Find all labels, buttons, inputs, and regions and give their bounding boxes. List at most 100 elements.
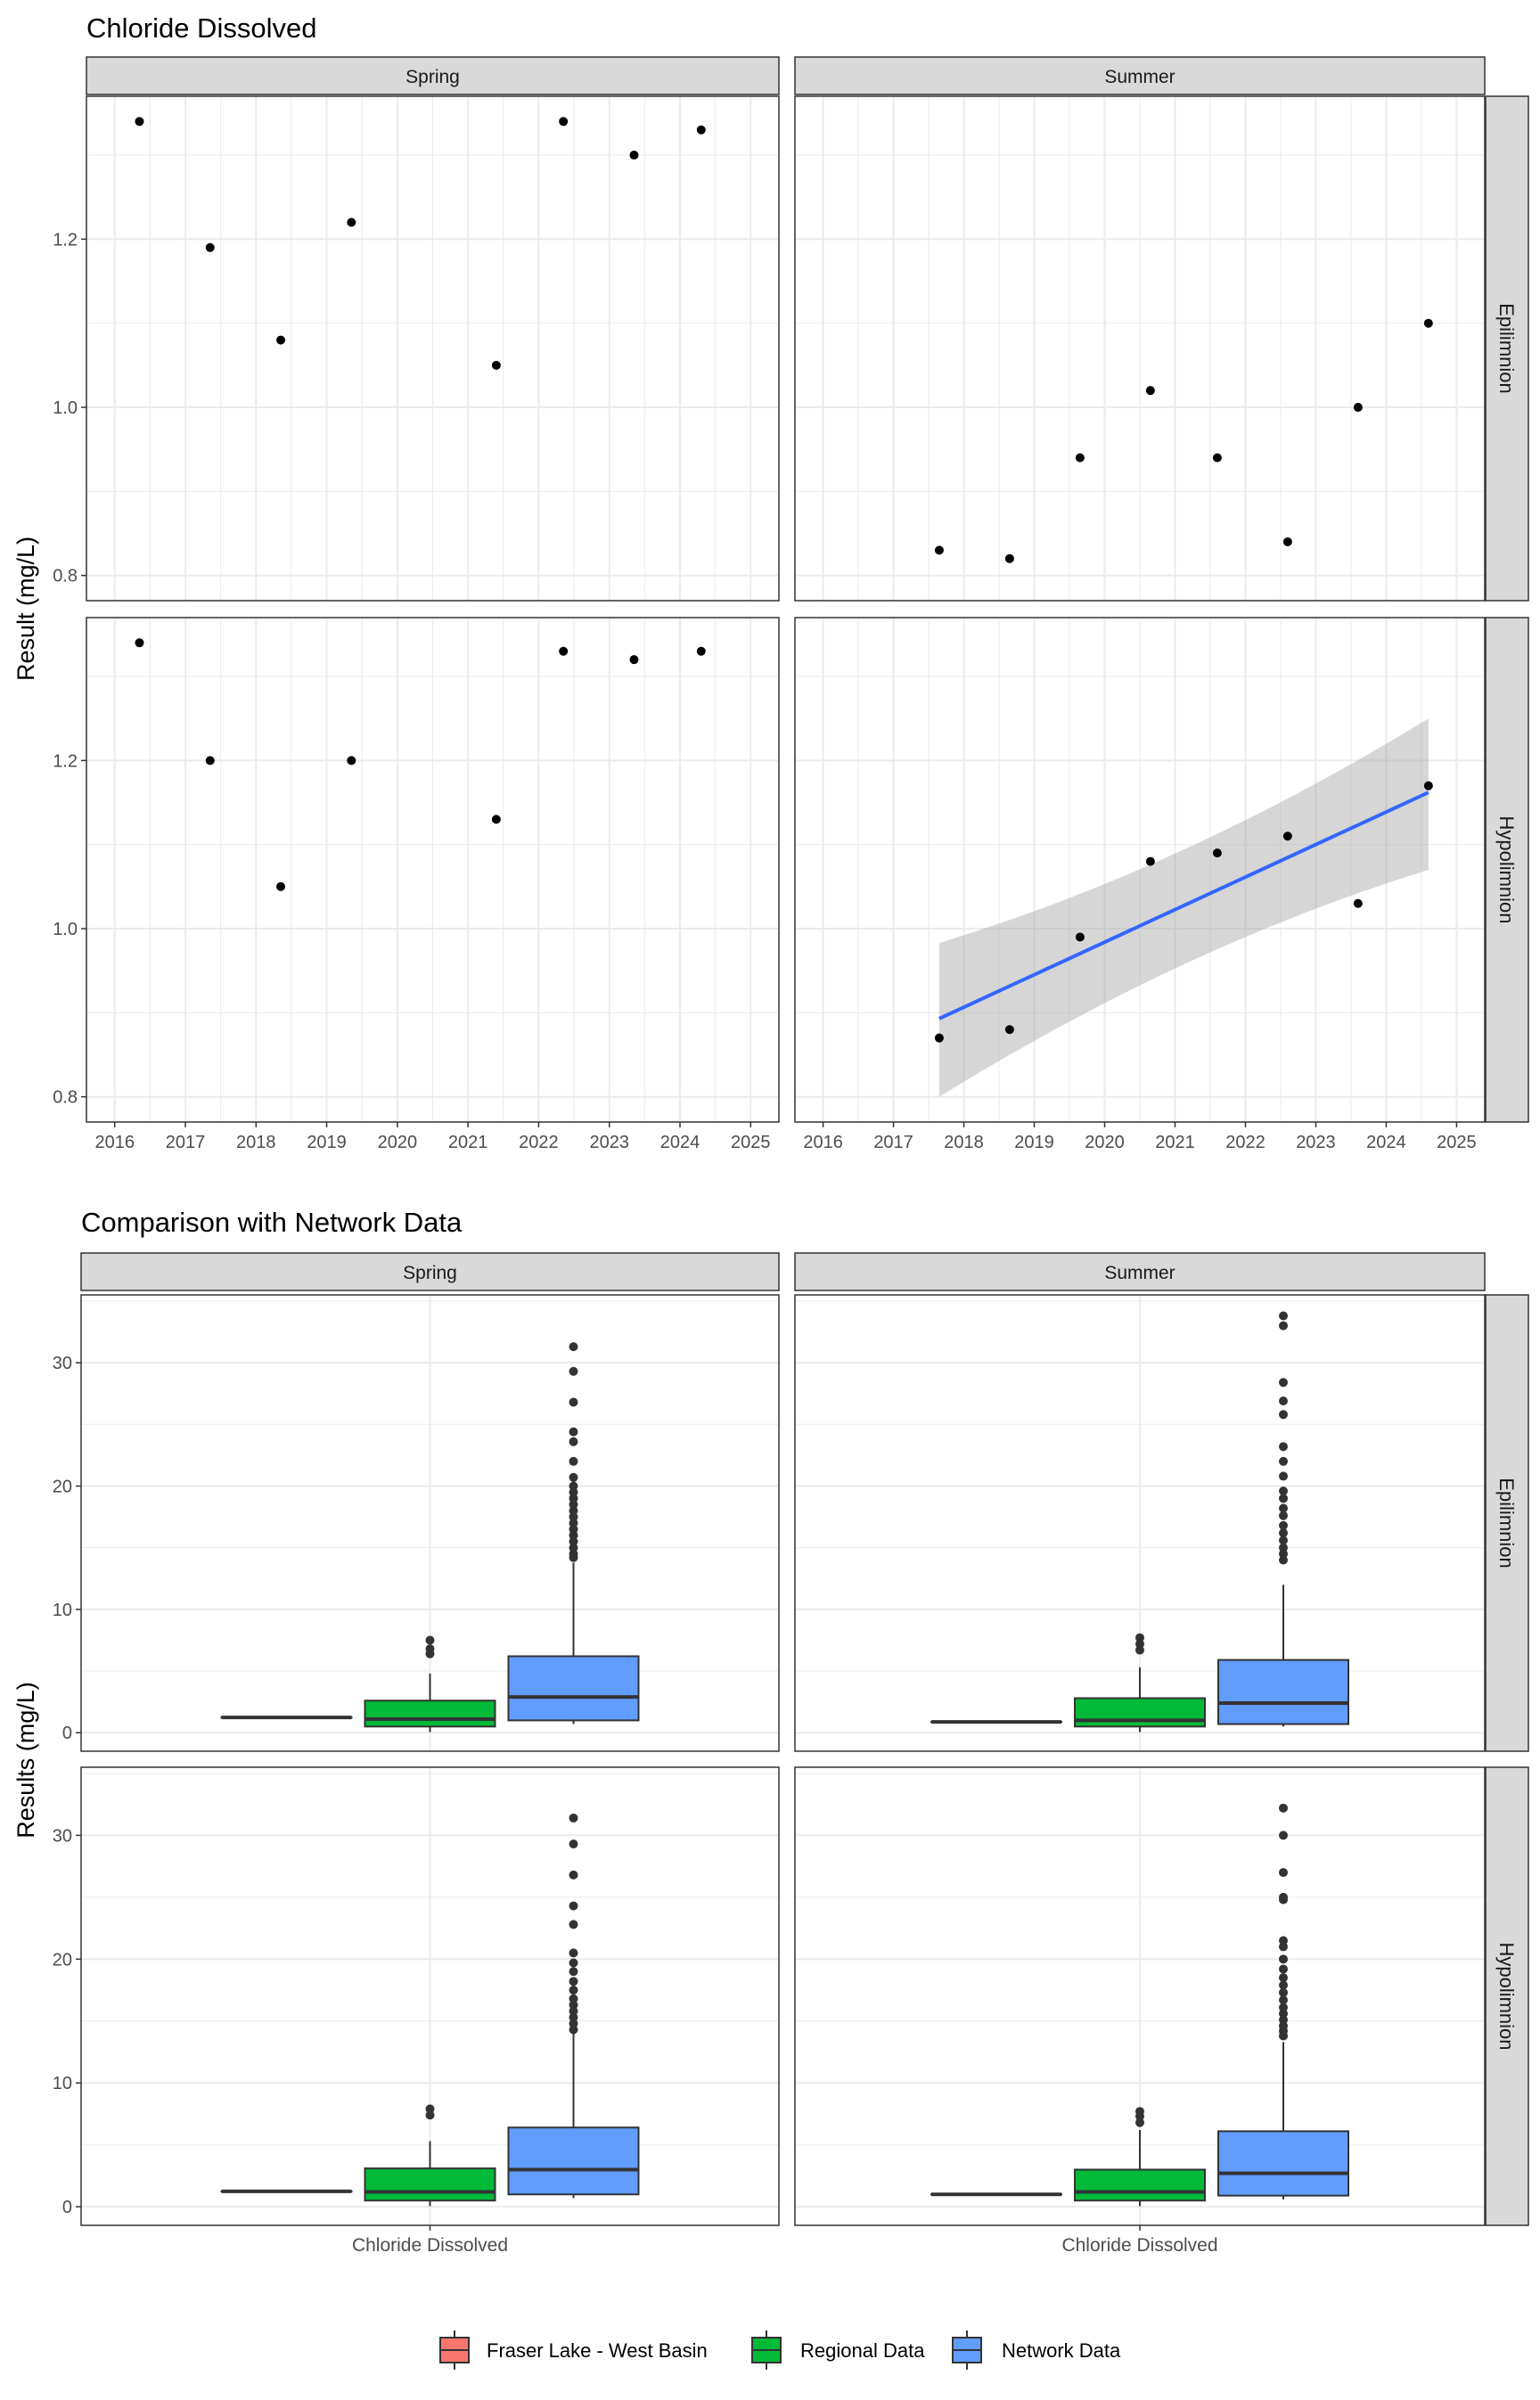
chart-2-panel-spring-epilimnion-network-data-outlier-17 (569, 1397, 578, 1406)
chart-1-y-axis-label: Result (mg/L) (12, 537, 39, 681)
chart-1-x-tick-label: 2017 (873, 1133, 913, 1152)
chart-2-panel-spring-epilimnion-regional-data-outlier-2 (426, 1635, 435, 1644)
chart-2-panel-summer-hypolimnion-regional-data-box (1075, 2169, 1205, 2200)
chart-2-strip-label-spring: Spring (403, 1263, 457, 1283)
chart-1-panel-spring-hypolimnion-point-7 (697, 647, 706, 656)
chart-2-panel-summer-epilimnion-network-data-box (1218, 1660, 1348, 1724)
chart-2-panel-spring-hypolimnion-network-data-outlier-11 (569, 1920, 578, 1929)
chart-2-panel-summer-hypolimnion-network-data-outlier-17 (1279, 1831, 1288, 1839)
chart-2-panel-spring-epilimnion-network-data-outlier-16 (569, 1428, 578, 1437)
chart-1-panel-spring-hypolimnion-point-0 (135, 638, 143, 647)
chart-1-x-tick-label: 2025 (1437, 1133, 1477, 1152)
chart-2-panel-spring-hypolimnion-network-data-box (509, 2127, 639, 2194)
chart-2-panel-spring-epilimnion-network-data-outlier-19 (569, 1342, 578, 1351)
chart-2-panel-spring-epilimnion-network-data-box (509, 1656, 639, 1720)
chart-2-y-tick-label: 30 (53, 1354, 72, 1373)
chart-1-panel-summer-epilimnion-point-0 (935, 545, 944, 554)
chart-1-x-tick-label: 2016 (803, 1133, 843, 1152)
chart-2-panel-summer-epilimnion-network-data-outlier-17 (1279, 1312, 1288, 1321)
chart-1-strip-label-spring: Spring (405, 67, 460, 87)
chart-2-panel-spring-hypolimnion-regional-data-box (365, 2168, 496, 2200)
chart-1-y-tick-label: 1.2 (53, 230, 78, 250)
chart-2-panel-spring-epilimnion-regional-data-outlier-1 (426, 1644, 435, 1653)
chart-2-panel-summer-hypolimnion-network-data-outlier-10 (1279, 1964, 1288, 1973)
chart-2-panel-spring-hypolimnion-network-data-outlier-15 (569, 1814, 578, 1823)
chart-1-panel-spring-epilimnion-point-0 (135, 117, 143, 126)
chart-2-panel-summer-hypolimnion-network-data-outlier-18 (1279, 1804, 1288, 1813)
chart-1-x-tick-label: 2018 (944, 1133, 984, 1152)
chart-2-panel-summer-hypolimnion-network-data-outlier-15 (1279, 1893, 1288, 1902)
chart-1-panel-summer-epilimnion-point-1 (1005, 554, 1014, 563)
chart-1-panel-summer-hypolimnion-point-2 (1076, 932, 1085, 941)
chart-2-y-tick-label: 10 (53, 2074, 72, 2093)
chart-2-panel-spring-hypolimnion-network-data-outlier-10 (569, 1948, 578, 1957)
chart-2-y-axis-label: Results (mg/L) (12, 1682, 39, 1839)
chart-1-x-tick-label: 2023 (589, 1133, 629, 1152)
chart-2-panel-summer-epilimnion-regional-data-outlier-2 (1135, 1634, 1144, 1642)
chart-1-strip-label-hypolimnion: Hypolimnion (1495, 815, 1518, 923)
chart-2-y-tick-label: 20 (53, 1950, 72, 1970)
chart-1-panel-summer-epilimnion-point-4 (1213, 454, 1222, 463)
chart-2-strip-label-summer: Summer (1104, 1263, 1175, 1283)
chart-1-y-tick-label: 1.2 (53, 751, 78, 771)
chart-2-panel-summer-epilimnion-network-data-outlier-12 (1279, 1442, 1288, 1451)
chart-1-panel-summer-epilimnion-point-3 (1146, 386, 1155, 395)
chart-1-panel-summer-hypolimnion-point-6 (1354, 899, 1363, 908)
chart-1-strip-label-summer: Summer (1104, 67, 1175, 87)
chart-1-panel-spring-hypolimnion-point-5 (559, 647, 568, 656)
chart-1-x-tick-label: 2020 (378, 1133, 418, 1152)
chart-2-panel-summer-hypolimnion-network-data-box (1218, 2131, 1348, 2195)
chart-1-y-tick-label: 1.0 (53, 398, 78, 418)
chart-1-x-tick-label: 2021 (1155, 1133, 1195, 1152)
legend-label: Network Data (1002, 2339, 1121, 2362)
chart-1-x-tick-label: 2022 (1225, 1133, 1266, 1152)
chart-1-panel-summer-hypolimnion-point-4 (1213, 848, 1222, 857)
chart-2-y-tick-label: 0 (62, 2198, 72, 2217)
chart-2-panel-spring-epilimnion-network-data-outlier-13 (569, 1473, 578, 1482)
chart-1-panel-summer-epilimnion-point-2 (1076, 454, 1085, 463)
chart-1-x-tick-label: 2023 (1296, 1133, 1336, 1152)
chart-1-x-tick-label: 2019 (307, 1133, 347, 1152)
chart-2-panel-spring-hypolimnion-network-data-outlier-13 (569, 1871, 578, 1880)
chart-1-panel-spring-hypolimnion-point-3 (347, 756, 356, 765)
chart-2-panel-summer-hypolimnion-network-data-outlier-9 (1279, 1973, 1288, 1982)
chart-2-panel-spring-hypolimnion-network-data-outlier-14 (569, 1839, 578, 1848)
chart-1-x-tick-label: 2018 (236, 1133, 276, 1152)
chart-1-x-tick-label: 2022 (519, 1133, 559, 1152)
chart-2-title: Comparison with Network Data (81, 1207, 463, 1238)
chart-1-panel-summer-hypolimnion-point-0 (935, 1034, 944, 1043)
chart-2-panel-spring-epilimnion-network-data-outlier-12 (569, 1481, 578, 1490)
chart-1-panel-summer-epilimnion-point-7 (1424, 319, 1433, 328)
chart-1-x-tick-label: 2020 (1085, 1133, 1125, 1152)
chart-2-strip-label-hypolimnion: Hypolimnion (1495, 1942, 1518, 2050)
chart-2-panel-summer-epilimnion-network-data-outlier-15 (1279, 1378, 1288, 1387)
chart-2-panel-summer-hypolimnion-network-data-outlier-11 (1279, 1954, 1288, 1963)
chart-1-panel-spring-hypolimnion-point-2 (276, 882, 285, 891)
chart-2-x-tick-label: Chloride Dissolved (1061, 2235, 1217, 2256)
chart-1-panel-summer-epilimnion-point-6 (1354, 403, 1363, 412)
chart-2-y-tick-label: 10 (53, 1601, 72, 1620)
chart-1-panel-spring-epilimnion-point-3 (347, 218, 356, 227)
chart-1-x-tick-label: 2024 (660, 1133, 700, 1152)
chart-1-strip-label-epilimnion: Epilimnion (1495, 303, 1518, 394)
chart-2-panel-spring-hypolimnion-network-data-outlier-7 (569, 1977, 578, 1986)
chart-1-panel-summer-hypolimnion-point-1 (1005, 1025, 1014, 1034)
chart-1-panel-summer-epilimnion-point-5 (1283, 537, 1292, 546)
chart-2-panel-spring-hypolimnion-network-data-outlier-8 (569, 1967, 578, 1976)
chart-1-panel-summer-hypolimnion-point-3 (1146, 857, 1155, 866)
chart-2-panel-summer-epilimnion-network-data-outlier-16 (1279, 1322, 1288, 1331)
chart-2-panel-spring-epilimnion-network-data-outlier-14 (569, 1457, 578, 1466)
chart-2-strip-label-epilimnion: Epilimnion (1495, 1478, 1518, 1569)
chart-2-y-tick-label: 20 (53, 1477, 72, 1496)
chart-1-x-tick-label: 2021 (448, 1133, 488, 1152)
chart-2-y-tick-label: 30 (53, 1826, 72, 1846)
chart-2-panel-summer-epilimnion-network-data-outlier-13 (1279, 1410, 1288, 1419)
chart-1-panel-spring-epilimnion-point-5 (559, 117, 568, 126)
chart-1-x-tick-label: 2016 (94, 1133, 135, 1152)
chart-1-panel-spring-epilimnion-point-6 (629, 151, 638, 160)
chart-2-panel-summer-epilimnion-network-data-outlier-5 (1279, 1521, 1288, 1530)
chart-2-panel-summer-epilimnion-network-data-outlier-11 (1279, 1457, 1288, 1466)
chart-2-panel-summer-hypolimnion-network-data-outlier-16 (1279, 1868, 1288, 1877)
